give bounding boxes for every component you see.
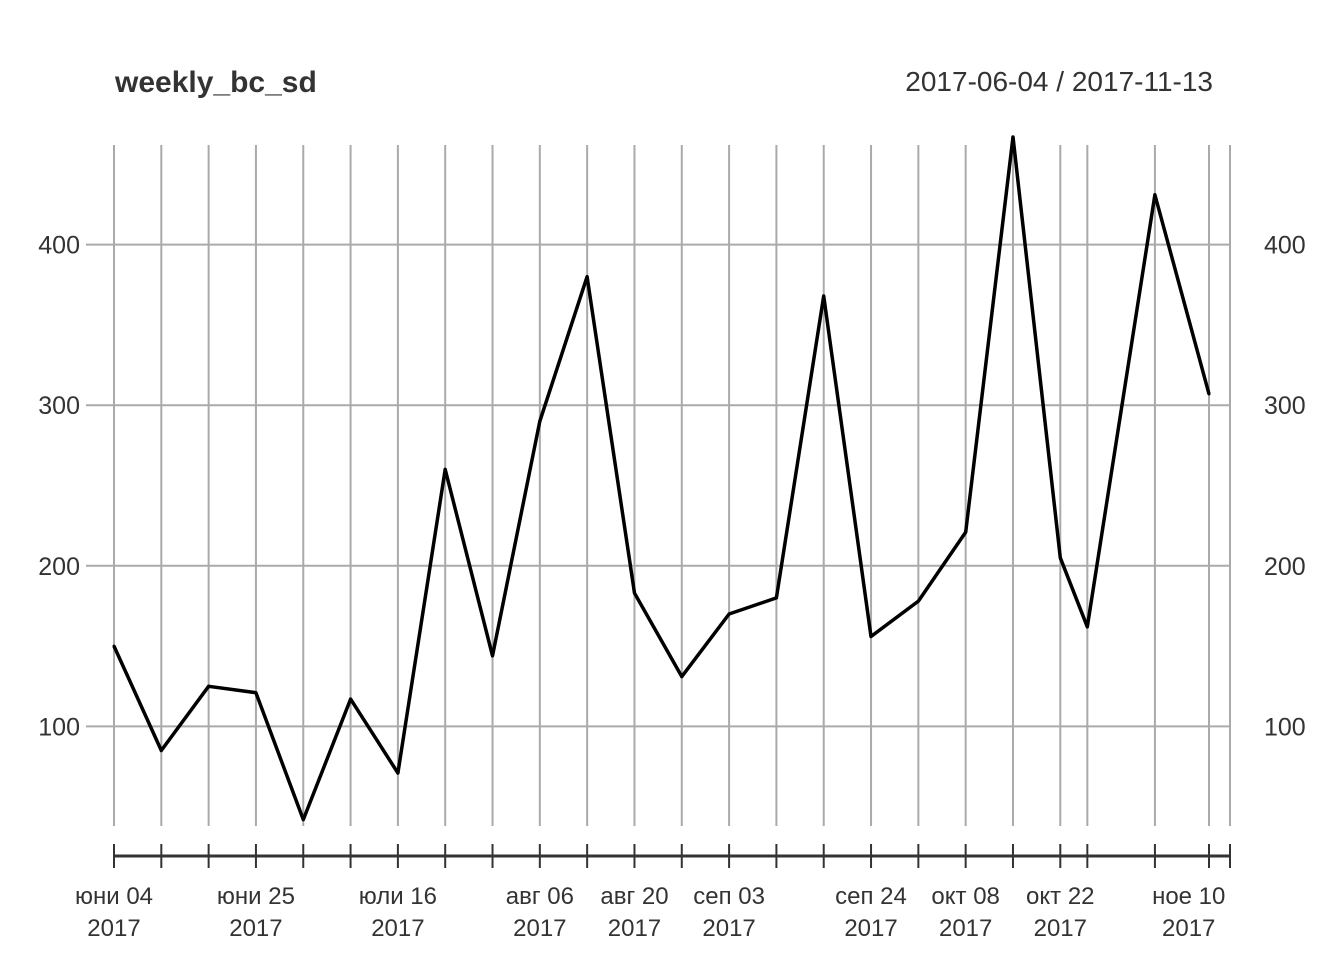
x-tick-year-label: 2017 <box>371 915 424 942</box>
y-tick-label-right: 400 <box>1264 232 1306 260</box>
x-tick-year-label: 2017 <box>513 915 566 942</box>
x-tick-label: авг 06 <box>506 883 574 910</box>
y-axis-right: 100 200 300 400 <box>1264 232 1306 742</box>
x-tick-label: юли 16 <box>359 883 437 910</box>
x-tick-label: окт 22 <box>1026 883 1094 910</box>
data-point <box>916 599 920 603</box>
series-line <box>112 135 1211 822</box>
y-tick-label-left: 100 <box>38 713 80 741</box>
x-tick-year-label: 2017 <box>702 915 755 942</box>
x-tick-label: ное 10 <box>1152 883 1225 910</box>
x-tick-label: сеп 24 <box>835 883 907 910</box>
data-point <box>822 294 826 298</box>
y-tick-label-left: 200 <box>38 553 80 581</box>
y-tick-label-right: 200 <box>1264 553 1306 581</box>
y-tick-label-right: 300 <box>1264 392 1306 420</box>
data-point <box>1011 135 1015 139</box>
x-tick-label: юни 25 <box>217 883 295 910</box>
data-point <box>538 419 542 423</box>
series-group <box>112 135 1211 822</box>
y-tick-label-left: 300 <box>38 392 80 420</box>
y-tick-label-left: 400 <box>38 232 80 260</box>
x-tick-year-label: 2017 <box>229 915 282 942</box>
y-tick-label-right: 100 <box>1264 713 1306 741</box>
x-tick-year-label: 2017 <box>87 915 140 942</box>
data-point <box>869 634 873 638</box>
data-point <box>254 691 258 695</box>
data-point <box>1058 556 1062 560</box>
x-tick-label: окт 08 <box>931 883 999 910</box>
data-point <box>585 275 589 279</box>
data-point <box>964 530 968 534</box>
data-point <box>1153 193 1157 197</box>
chart-grid <box>86 145 1231 826</box>
data-point <box>727 612 731 616</box>
data-point <box>680 675 684 679</box>
data-point <box>112 644 116 648</box>
chart-title: weekly_bc_sd <box>115 66 317 99</box>
x-axis: юни 04 2017 юни 25 2017 юли 16 2017 авг 06 2017… <box>75 844 1231 942</box>
data-point <box>159 749 163 753</box>
x-tick-label: юни 04 <box>75 883 153 910</box>
x-tick-year-label: 2017 <box>608 915 661 942</box>
data-point <box>632 591 636 595</box>
x-tick-label: авг 20 <box>600 883 668 910</box>
data-point <box>774 596 778 600</box>
x-tick-year-label: 2017 <box>939 915 992 942</box>
data-point <box>1207 392 1211 396</box>
data-point <box>396 771 400 775</box>
data-point <box>349 697 353 701</box>
data-point <box>1085 625 1089 629</box>
x-tick-year-label: 2017 <box>1034 915 1087 942</box>
data-point <box>301 818 305 822</box>
date-range-label: 2017-06-04 / 2017-11-13 <box>905 66 1213 97</box>
data-point <box>491 654 495 658</box>
x-tick-year-label: 2017 <box>1162 915 1215 942</box>
x-tick-label: сеп 03 <box>693 883 765 910</box>
data-point <box>207 684 211 688</box>
y-axis-left: 100 200 300 400 <box>38 232 80 742</box>
data-point <box>443 467 447 471</box>
x-tick-year-label: 2017 <box>844 915 897 942</box>
